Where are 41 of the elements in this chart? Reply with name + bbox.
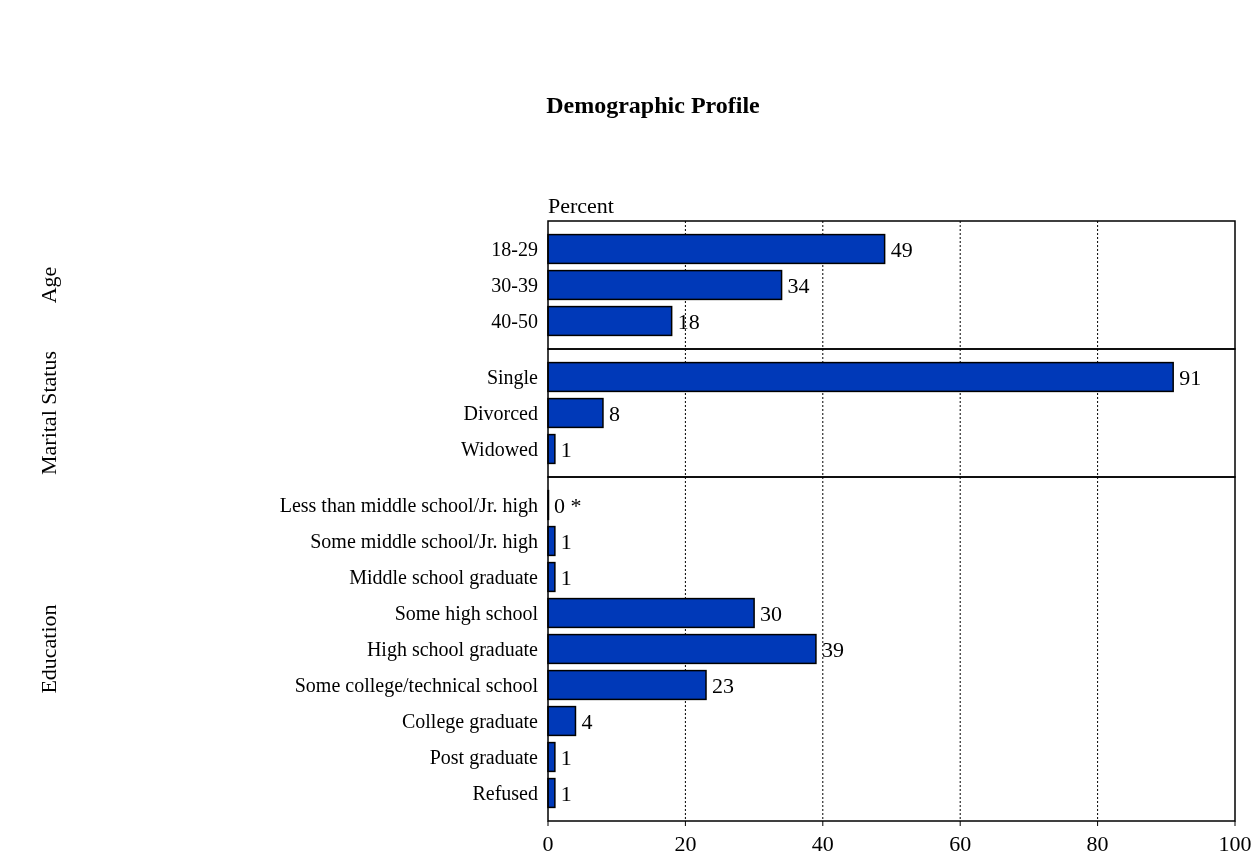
y-tick-label: 18-29: [491, 238, 538, 260]
x-tick-label: 0: [542, 831, 554, 856]
data-label: 39: [821, 636, 844, 662]
data-label: 49: [890, 236, 913, 262]
x-axis-title: Percent: [548, 193, 614, 218]
x-tick-label: 100: [1218, 831, 1252, 856]
y-tick-label: Some high school: [394, 602, 539, 625]
y-axis-title: Marital Status: [35, 350, 61, 476]
y-tick-label: Less than middle school/Jr. high: [279, 494, 538, 517]
data-label: 8: [608, 400, 620, 426]
y-tick-label: 30-39: [491, 274, 538, 296]
y-tick-label: Post graduate: [429, 746, 539, 769]
data-label: 91: [1179, 364, 1202, 390]
data-label: 30: [760, 600, 783, 626]
y-tick-label: College graduate: [401, 710, 539, 733]
data-label: 1: [560, 436, 572, 462]
y-axis-title: Age: [35, 266, 61, 304]
chart-title: Demographic Profile: [546, 92, 761, 118]
y-tick-label: Single: [486, 366, 539, 389]
data-label: 23: [712, 672, 735, 698]
y-tick-label: High school graduate: [366, 638, 539, 661]
x-tick-label: 40: [811, 831, 834, 856]
data-label: 4: [581, 708, 593, 734]
x-tick-label: 60: [949, 831, 972, 856]
y-tick-label: Middle school graduate: [349, 566, 539, 589]
y-axis-title: Education: [35, 604, 61, 694]
y-tick-label: 40-50: [491, 310, 538, 332]
x-tick-label: 20: [674, 831, 697, 856]
y-tick-label: Widowed: [461, 438, 538, 460]
y-tick-label: Some middle school/Jr. high: [310, 530, 538, 553]
data-label: 18: [677, 308, 700, 334]
x-tick-label: 80: [1086, 831, 1109, 856]
data-label: 1: [560, 780, 572, 806]
y-tick-label: Some college/technical school: [294, 674, 539, 697]
data-label: 0 *: [554, 492, 582, 518]
data-label: 1: [560, 744, 572, 770]
y-tick-label: Refused: [472, 782, 538, 804]
data-label: 1: [560, 564, 572, 590]
data-label: 1: [560, 528, 572, 554]
y-tick-label: Divorced: [463, 402, 538, 424]
data-label: 34: [787, 272, 810, 298]
